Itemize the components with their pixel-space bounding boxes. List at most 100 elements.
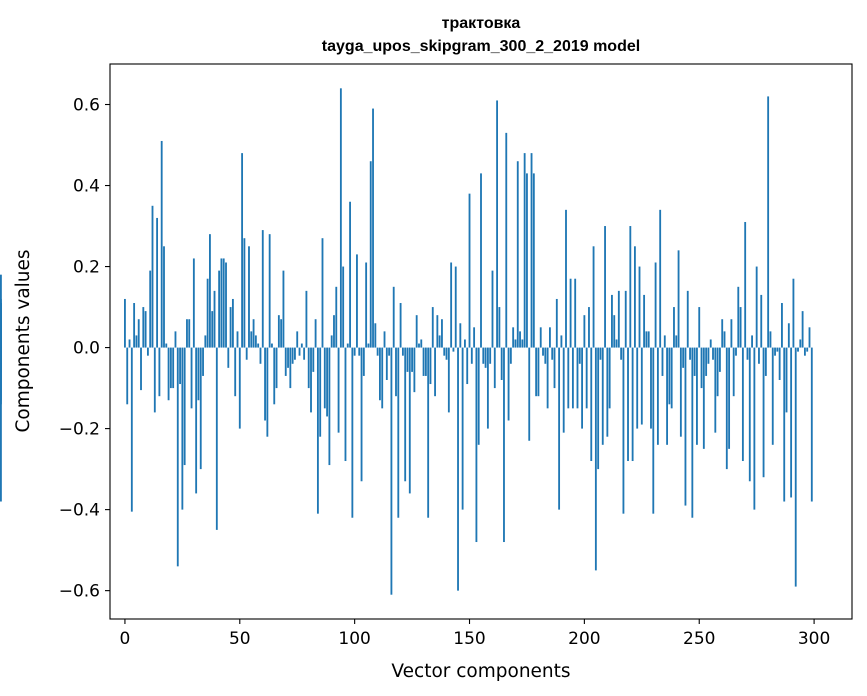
bar [349,201,351,348]
bar [353,347,356,356]
bar [636,347,639,429]
bar [771,347,774,445]
bar [204,335,207,348]
bar [778,347,781,380]
bar [698,307,701,348]
y-tick-label: −0.4 [59,501,100,521]
bar [707,347,710,364]
bar [555,298,558,348]
bar [197,347,200,401]
bar [218,270,221,348]
bar [266,347,269,437]
bar [245,347,248,360]
bar [365,262,368,348]
bar [491,270,494,348]
bar [797,347,799,352]
bar [390,347,393,595]
bar [509,347,512,364]
y-tick-label: −0.6 [59,582,100,602]
bar [650,347,652,429]
bar [296,331,299,348]
bar [133,303,136,348]
bar [452,347,455,352]
bar [374,323,377,348]
x-tick-label: 0 [120,629,131,649]
bar [227,347,230,368]
bar [581,347,583,429]
bar [289,347,292,389]
bar [794,347,797,587]
bar [330,335,333,348]
bar [769,331,772,348]
bar [307,347,310,389]
bar [728,347,731,449]
bar [776,347,779,352]
bar [163,246,165,348]
bar [367,343,370,348]
bar [461,347,464,510]
bar [716,347,719,397]
bar [567,347,570,409]
bar [606,347,609,437]
bar [259,347,262,364]
bar [613,315,616,348]
bar [447,347,450,413]
bar [199,347,202,470]
bar [333,315,335,348]
bar [434,347,436,397]
bar [608,347,611,409]
bar [236,331,239,348]
bar [691,347,694,518]
bar [211,311,214,348]
bar [424,347,427,376]
bar [225,262,227,348]
bar [381,347,384,409]
bar [705,347,708,376]
bar [282,270,285,348]
bar [213,290,216,348]
bar [723,331,726,348]
bar [140,347,142,391]
bar [450,262,453,348]
bar [666,347,668,445]
x-axis-ticks: 0 50 100 150 200 250 300 [120,619,830,649]
bar [158,347,161,397]
bar [273,347,276,405]
x-tick-label: 250 [683,629,715,649]
bars-group [0,88,813,595]
bar [303,347,306,360]
bar [482,347,485,364]
bar [305,290,308,348]
bar [601,347,604,445]
bar [268,234,271,348]
bar [787,323,790,348]
bar [714,347,717,433]
bar [392,286,395,348]
bar [124,298,126,348]
bar [799,339,802,348]
bar [337,347,340,433]
bar [300,343,303,348]
bar [741,347,744,462]
bar [611,294,613,348]
bar [677,250,680,348]
bar [443,347,446,356]
bar [287,347,289,368]
bar [135,335,138,348]
bar [248,246,250,348]
bar [615,339,618,348]
bar [654,262,657,348]
bar [737,286,740,348]
bar [356,254,358,348]
bar [418,343,420,348]
bar [599,347,602,360]
bar [627,347,629,462]
bar [342,266,345,348]
bar [344,347,347,462]
bar [783,347,786,502]
bar [480,173,482,348]
bar [362,347,365,376]
bar [532,173,535,348]
bar [686,290,689,348]
